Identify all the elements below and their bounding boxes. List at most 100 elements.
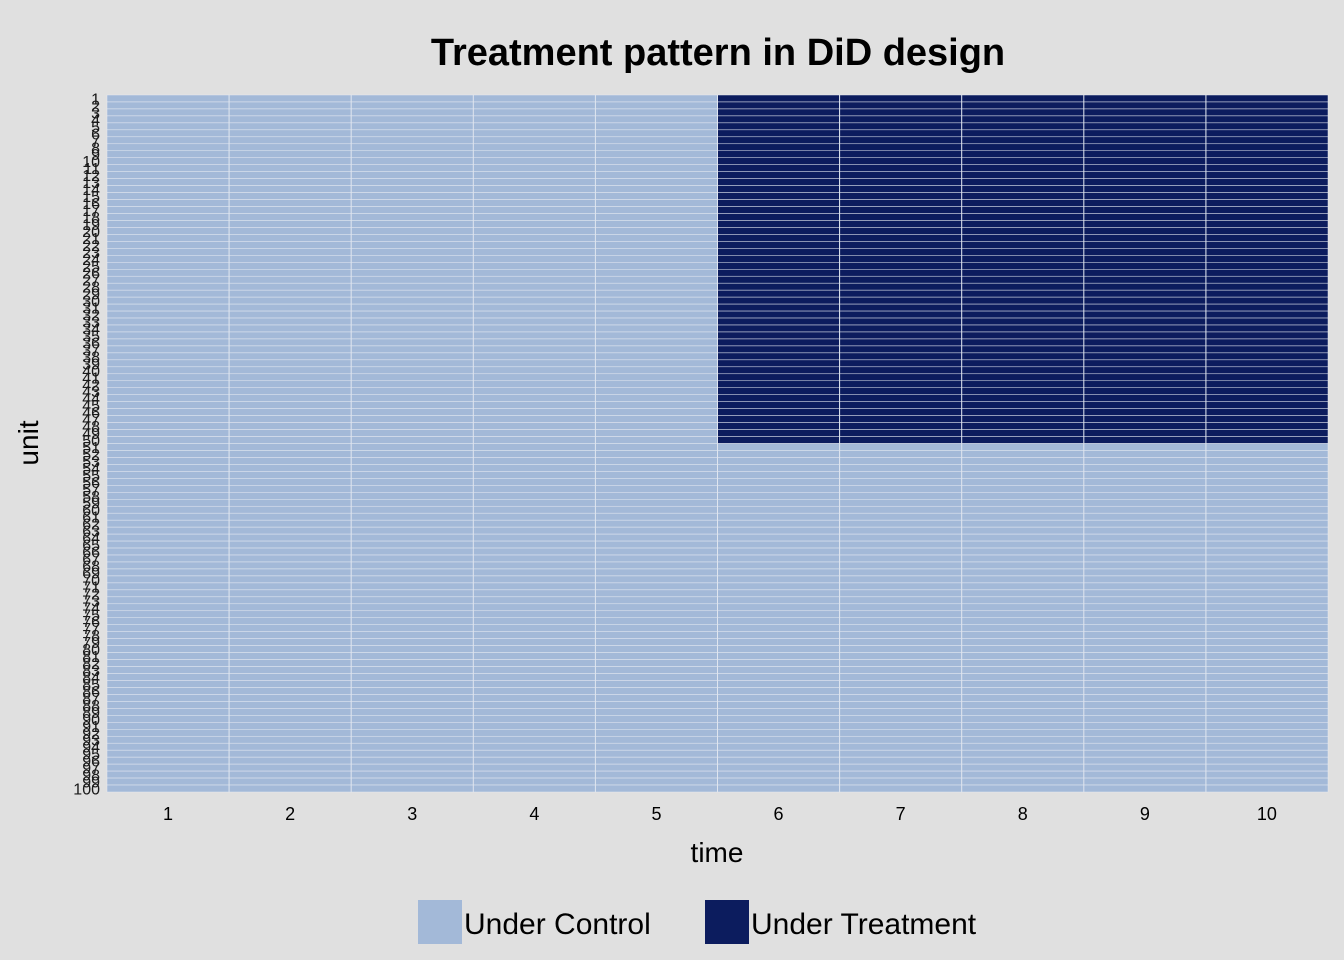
heatmap-cell	[595, 129, 718, 138]
heatmap-cell	[106, 206, 230, 214]
heatmap-cell	[961, 666, 1085, 674]
heatmap-cell	[473, 248, 596, 256]
heatmap-cell	[473, 129, 596, 138]
heatmap-cell	[228, 729, 352, 737]
heatmap-cell	[1083, 394, 1207, 402]
heatmap-cell	[717, 241, 840, 249]
y-tick-label: 53	[82, 454, 100, 471]
heatmap-cell	[839, 352, 962, 361]
heatmap-cell	[228, 450, 352, 458]
legend-swatch-under-control	[418, 900, 462, 944]
heatmap-cell	[839, 610, 962, 619]
heatmap-cell	[961, 742, 1085, 751]
heatmap-cell	[228, 199, 352, 207]
heatmap-cell	[839, 742, 962, 751]
heatmap-cell	[717, 185, 840, 193]
heatmap-cell	[839, 512, 962, 521]
heatmap-cell	[473, 485, 596, 493]
heatmap-cell	[961, 408, 1085, 416]
heatmap-cell	[717, 582, 840, 591]
heatmap-cell	[717, 638, 840, 646]
heatmap-cell	[595, 701, 718, 709]
y-tick-label: 94	[82, 740, 100, 757]
heatmap-cell	[961, 234, 1085, 242]
heatmap-cell	[106, 108, 230, 117]
heatmap-cell	[717, 708, 840, 716]
heatmap-cell	[961, 241, 1085, 249]
heatmap-cell	[228, 129, 352, 138]
heatmap-cell	[106, 220, 230, 228]
heatmap-cell	[595, 742, 718, 751]
heatmap-cell	[228, 561, 352, 570]
heatmap-cell	[473, 401, 596, 409]
heatmap-cell	[839, 262, 962, 270]
heatmap-cell	[595, 366, 718, 375]
heatmap-cell	[1205, 554, 1329, 563]
heatmap-cell	[1205, 401, 1329, 409]
heatmap-cell	[717, 568, 840, 577]
heatmap-cell	[350, 359, 474, 368]
y-tick-label: 69	[82, 565, 100, 582]
heatmap-cell	[228, 262, 352, 270]
heatmap-cell	[717, 108, 840, 117]
heatmap-cell	[595, 645, 718, 653]
heatmap-cell	[717, 777, 840, 786]
heatmap-cell	[350, 659, 474, 667]
heatmap-cell	[350, 582, 474, 591]
heatmap-cell	[106, 624, 230, 632]
heatmap-cell	[717, 687, 840, 695]
heatmap-cell	[1083, 241, 1207, 249]
heatmap-cell	[1083, 603, 1207, 612]
heatmap-cell	[1083, 742, 1207, 751]
heatmap-cell	[595, 638, 718, 646]
heatmap-cell	[350, 296, 474, 305]
heatmap-cell	[473, 380, 596, 388]
heatmap-cell	[350, 387, 474, 395]
heatmap-cell	[1205, 645, 1329, 653]
heatmap-cell	[839, 129, 962, 138]
heatmap-cell	[228, 234, 352, 242]
heatmap-cell	[106, 742, 230, 751]
heatmap-cell	[839, 422, 962, 430]
heatmap-cell	[228, 659, 352, 667]
heatmap-cell	[839, 603, 962, 612]
y-tick-label: 47	[82, 412, 100, 429]
heatmap-cell	[839, 255, 962, 263]
heatmap-cell	[106, 178, 230, 186]
heatmap-cell	[228, 310, 352, 319]
heatmap-cell	[961, 645, 1085, 653]
heatmap-cell	[839, 282, 962, 291]
heatmap-cell	[106, 443, 230, 451]
heatmap-cell	[350, 345, 474, 354]
heatmap-cell	[106, 352, 230, 361]
heatmap-cell	[1083, 289, 1207, 298]
heatmap-cell	[1205, 373, 1329, 382]
heatmap-cell	[717, 715, 840, 723]
heatmap-cell	[839, 310, 962, 319]
heatmap-cell	[595, 756, 718, 765]
heatmap-cell	[473, 394, 596, 402]
heatmap-cell	[595, 352, 718, 361]
heatmap-cell	[961, 352, 1085, 361]
heatmap-cell	[106, 234, 230, 242]
heatmap-cell	[228, 296, 352, 305]
heatmap-cell	[717, 422, 840, 430]
heatmap-cell	[473, 777, 596, 786]
heatmap-cell	[350, 680, 474, 688]
heatmap-cell	[350, 617, 474, 625]
heatmap-cell	[595, 310, 718, 319]
heatmap-cell	[595, 171, 718, 179]
heatmap-cell	[1205, 652, 1329, 660]
heatmap-cell	[839, 192, 962, 200]
heatmap-cell	[473, 185, 596, 193]
y-tick-label: 71	[82, 579, 100, 596]
heatmap-cell	[961, 478, 1085, 486]
heatmap-cell	[473, 150, 596, 158]
heatmap-cell	[1205, 443, 1329, 451]
heatmap-cell	[717, 234, 840, 242]
y-tick-label: 11	[83, 161, 100, 178]
heatmap-cell	[1083, 526, 1207, 535]
heatmap-cell	[717, 666, 840, 674]
heatmap-cell	[839, 505, 962, 514]
heatmap-cell	[717, 296, 840, 305]
